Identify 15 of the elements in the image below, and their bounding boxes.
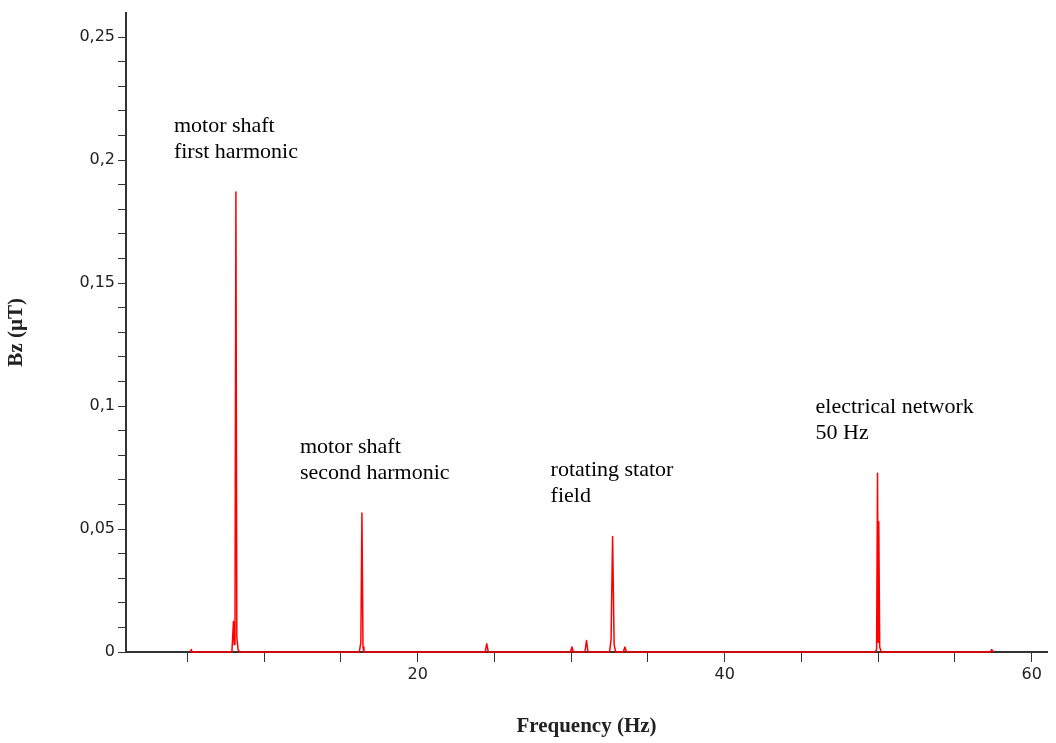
y-tick-label: 0,2 <box>89 149 115 169</box>
annotation: motor shaft first harmonic <box>173 112 299 164</box>
annotation: motor shaft second harmonic <box>299 433 450 485</box>
x-axis-title: Frequency (Hz) <box>516 712 657 737</box>
x-tick-label: 60 <box>1021 663 1042 683</box>
x-tick-label: 20 <box>407 663 428 683</box>
y-tick-label: 0,15 <box>79 272 115 292</box>
y-tick-label: 0,05 <box>79 518 115 538</box>
annotation: electrical network 50 Hz <box>815 393 974 445</box>
y-axis-title: Bz (µT) <box>3 297 28 367</box>
y-tick-label: 0 <box>104 641 115 661</box>
x-tick-label: 40 <box>714 663 735 683</box>
annotation: rotating stator field <box>550 456 675 508</box>
y-tick-label: 0,1 <box>89 395 115 415</box>
y-tick-label: 0,25 <box>79 26 115 46</box>
